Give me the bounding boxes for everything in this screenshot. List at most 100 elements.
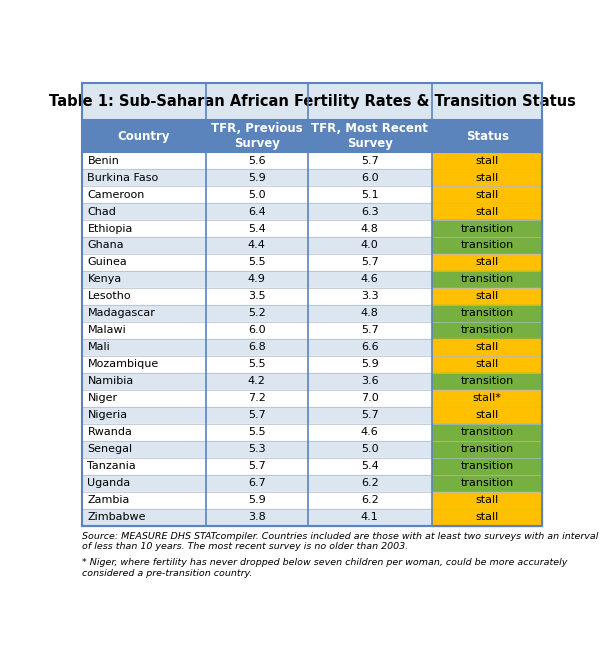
Bar [206,254,308,271]
Bar [82,407,206,424]
Bar [206,407,308,424]
Bar [308,152,432,169]
Bar [206,492,308,509]
Bar [308,220,432,237]
Text: * Niger, where fertility has never dropped below seven children per woman, could: * Niger, where fertility has never dropp… [82,559,567,578]
Text: 6.4: 6.4 [248,206,266,217]
Text: 4.1: 4.1 [361,512,379,522]
Bar [206,390,308,407]
Bar [308,254,432,271]
Bar [206,509,308,525]
Bar [432,254,543,271]
Bar [206,288,308,305]
Text: transition: transition [460,274,514,284]
Text: stall: stall [476,258,499,268]
Text: 5.4: 5.4 [248,223,266,233]
Bar [206,271,308,288]
Bar [82,120,206,152]
Bar [206,373,308,390]
Text: transition: transition [460,223,514,233]
Text: Namibia: Namibia [88,376,134,386]
Text: 7.0: 7.0 [361,393,379,403]
Bar [432,407,543,424]
Text: 5.1: 5.1 [361,190,379,200]
Bar [432,458,543,475]
Text: 3.5: 3.5 [248,292,266,301]
Text: 5.7: 5.7 [361,155,379,166]
Text: stall: stall [476,190,499,200]
Bar [82,203,206,220]
Bar [432,305,543,322]
Text: stall: stall [476,206,499,217]
Bar [432,424,543,441]
Bar [82,458,206,475]
Text: 6.0: 6.0 [248,325,266,335]
Text: 6.2: 6.2 [361,495,379,505]
Text: Zambia: Zambia [88,495,130,505]
Text: Source: MEASURE DHS STATcompiler. Countries included are those with at least two: Source: MEASURE DHS STATcompiler. Countr… [82,532,598,551]
Text: 6.6: 6.6 [361,342,379,352]
Text: transition: transition [460,461,514,471]
Bar [82,254,206,271]
Bar [432,339,543,356]
Text: transition: transition [460,241,514,251]
Text: Guinea: Guinea [88,258,127,268]
Bar [82,475,206,492]
Bar [82,322,206,339]
Text: transition: transition [460,325,514,335]
Bar [206,120,308,152]
Text: stall*: stall* [473,393,502,403]
Bar [308,373,432,390]
Bar [432,186,543,203]
Bar [432,203,543,220]
Text: Status: Status [466,130,509,143]
Text: TFR, Previous
Survey: TFR, Previous Survey [211,122,303,150]
Bar [432,220,543,237]
Bar [432,441,543,458]
Bar [432,322,543,339]
Text: stall: stall [476,410,499,420]
Bar [432,169,543,186]
Bar [308,339,432,356]
Bar [308,322,432,339]
Text: Burkina Faso: Burkina Faso [88,173,159,182]
Text: transition: transition [460,427,514,438]
Bar [308,271,432,288]
Bar [308,305,432,322]
Text: 5.5: 5.5 [248,427,266,438]
Bar [308,424,432,441]
Text: 6.8: 6.8 [248,342,266,352]
Text: 5.3: 5.3 [248,444,266,454]
Bar [206,203,308,220]
Text: 5.0: 5.0 [361,444,379,454]
Bar [206,186,308,203]
Text: stall: stall [476,342,499,352]
Bar [308,475,432,492]
Bar [82,441,206,458]
Text: Lesotho: Lesotho [88,292,131,301]
Text: Mozambique: Mozambique [88,360,159,369]
Text: Mali: Mali [88,342,110,352]
Text: Cameroon: Cameroon [88,190,145,200]
Bar [432,120,543,152]
Bar [82,424,206,441]
Text: Madagascar: Madagascar [88,309,155,319]
Text: 5.0: 5.0 [248,190,266,200]
Text: 4.8: 4.8 [361,223,379,233]
Text: 3.3: 3.3 [361,292,379,301]
Bar [82,390,206,407]
Text: Ghana: Ghana [88,241,124,251]
Bar [206,458,308,475]
Bar [206,152,308,169]
Bar [432,237,543,254]
Bar [82,83,543,120]
Text: Tanzania: Tanzania [88,461,136,471]
Bar [206,339,308,356]
Text: 5.7: 5.7 [248,461,266,471]
Bar [82,492,206,509]
Text: Malawi: Malawi [88,325,126,335]
Bar [82,237,206,254]
Text: 3.8: 3.8 [248,512,266,522]
Bar [82,169,206,186]
Text: Benin: Benin [88,155,119,166]
